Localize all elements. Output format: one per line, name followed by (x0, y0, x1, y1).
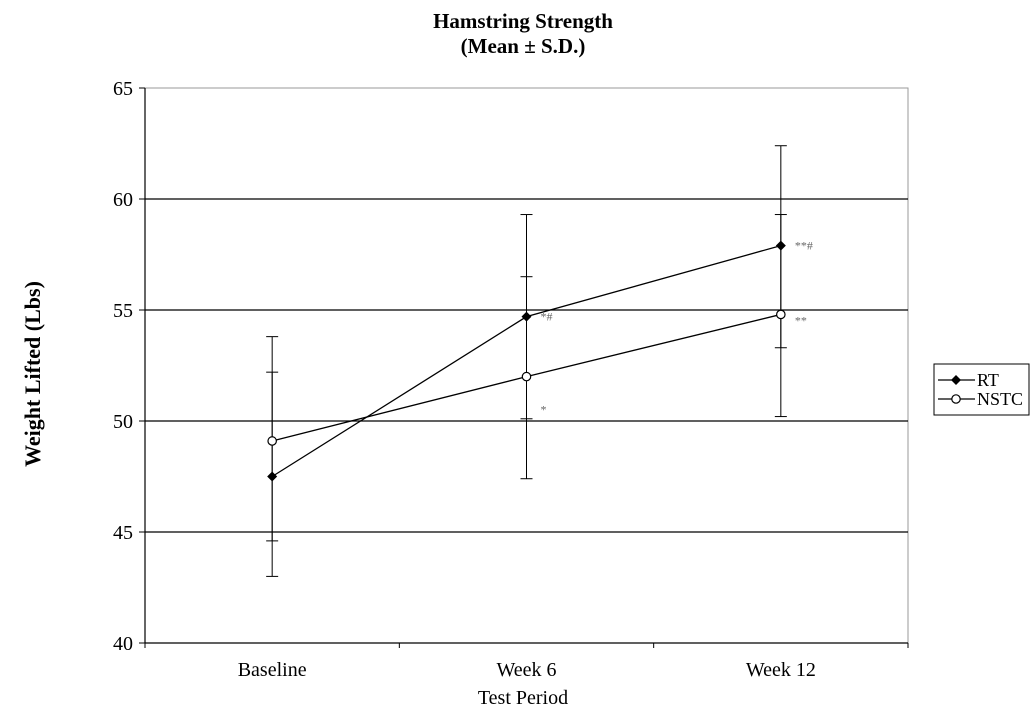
significance-annotation: ** (795, 313, 807, 327)
y-tick-label: 40 (113, 633, 133, 655)
legend-marker-rt (951, 375, 961, 385)
data-point (267, 436, 277, 446)
chart-subtitle: (Mean ± S.D.) (461, 34, 586, 58)
series-nstc: *** (266, 214, 807, 542)
x-axis-title: Test Period (478, 687, 568, 709)
legend-box (933, 363, 1030, 416)
legend-marker-nstc (951, 394, 961, 404)
y-tick-label: 45 (113, 522, 133, 544)
x-tick-label: Week 12 (746, 659, 816, 681)
series-rt: *# **# (266, 145, 813, 577)
y-axis-ticks: 40 45 50 55 60 65 (113, 78, 145, 655)
x-axis-ticks: Baseline Week 6 Week 12 (144, 643, 909, 681)
y-tick-label: 65 (113, 78, 133, 100)
series-layer: *#**#*** (266, 145, 813, 577)
significance-annotation: **# (795, 239, 813, 253)
legend-label-nstc: NSTC (977, 389, 1023, 409)
y-tick-label: 60 (113, 189, 133, 211)
significance-annotation: * (541, 403, 547, 417)
x-tick-label: Baseline (238, 659, 307, 681)
y-axis-title: Weight Lifted (Lbs) (20, 281, 45, 467)
legend-label-rt: RT (977, 370, 999, 390)
y-tick-label: 55 (113, 300, 133, 322)
legend: RT NSTC (933, 363, 1030, 416)
x-tick-label: Week 6 (496, 659, 556, 681)
data-point (776, 309, 786, 320)
data-point (521, 371, 532, 382)
y-tick-label: 50 (113, 411, 133, 433)
significance-annotation: *# (541, 310, 553, 324)
chart-title: Hamstring Strength (433, 9, 613, 33)
